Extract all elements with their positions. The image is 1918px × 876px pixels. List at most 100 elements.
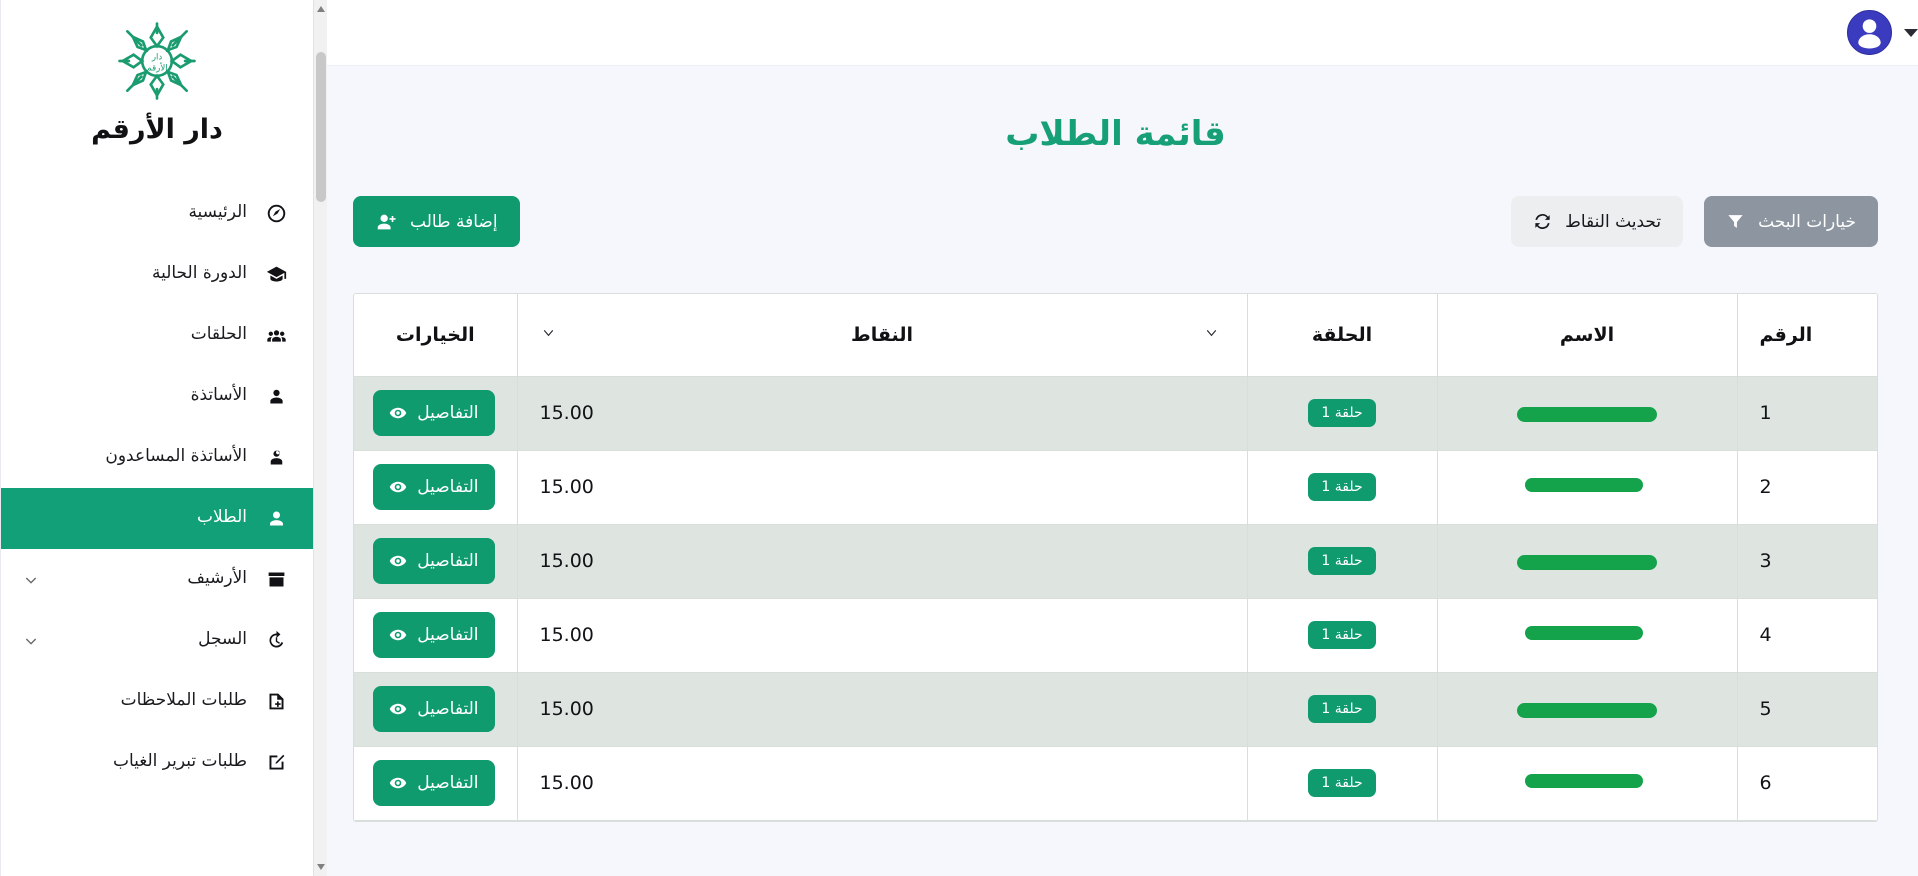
user-icon bbox=[265, 508, 287, 530]
sidebar-item-note-requests[interactable]: طلبات الملاحظات bbox=[1, 671, 313, 732]
graduation-cap-icon bbox=[265, 264, 287, 286]
details-button[interactable]: التفاصيل bbox=[373, 390, 495, 436]
sidebar-item-label: الطلاب bbox=[197, 506, 247, 527]
cell-name: ███████ bbox=[1436, 450, 1737, 525]
students-table: الرقم الاسم الحلقة النقاط bbox=[354, 294, 1877, 821]
topbar bbox=[313, 0, 1918, 66]
sidebar-nav: الرئيسية الدورة الحالية الحلقات الأساتذة bbox=[1, 183, 313, 793]
cell-number: 2 bbox=[1736, 450, 1877, 525]
cell-options: التفاصيل bbox=[354, 746, 517, 821]
user-tie-icon bbox=[265, 386, 287, 408]
status-badge: حلقة 1 bbox=[1308, 547, 1376, 575]
sort-points-desc-icon[interactable] bbox=[1203, 324, 1225, 346]
cell-number: 3 bbox=[1736, 524, 1877, 599]
details-label: التفاصيل bbox=[417, 403, 479, 423]
sidebar-item-log[interactable]: السجل bbox=[1, 610, 313, 671]
vertical-scrollbar[interactable] bbox=[313, 0, 327, 876]
column-header-points: النقاط bbox=[516, 294, 1247, 377]
sidebar-item-dashboard[interactable]: الرئيسية bbox=[1, 183, 313, 244]
redacted-student-name: ███████ bbox=[1517, 472, 1657, 502]
cell-points: 15.00 bbox=[516, 598, 1247, 673]
chevron-down-icon[interactable] bbox=[23, 572, 39, 588]
pencil-square-icon bbox=[265, 752, 287, 774]
sidebar-item-absence-justification-requests[interactable]: طلبات تبرير الغياب bbox=[1, 732, 313, 793]
page-title: قائمة الطلاب bbox=[1005, 114, 1226, 154]
cell-halqa: حلقة 1 bbox=[1246, 450, 1437, 525]
note-add-icon bbox=[265, 691, 287, 713]
svg-text:الأرقم: الأرقم bbox=[146, 61, 167, 73]
sidebar-item-archive[interactable]: الأرشيف bbox=[1, 549, 313, 610]
cell-options: التفاصيل bbox=[354, 598, 517, 673]
table-row[interactable]: 4 ███████ حلقة 1 15.00 bbox=[354, 598, 1877, 673]
sidebar-item-current-course[interactable]: الدورة الحالية bbox=[1, 244, 313, 305]
sidebar-item-label: طلبات تبرير الغياب bbox=[112, 750, 247, 771]
cell-halqa: حلقة 1 bbox=[1246, 524, 1437, 599]
sidebar-item-label: الدورة الحالية bbox=[151, 262, 247, 283]
sidebar-item-label: الحلقات bbox=[190, 323, 247, 344]
cell-options: التفاصيل bbox=[354, 450, 517, 525]
table-body: 1 ████████ حلقة 1 15.00 bbox=[354, 376, 1877, 821]
eye-icon bbox=[389, 629, 407, 641]
brand-logo: دار الأرقم bbox=[1, 18, 313, 104]
add-student-button[interactable]: إضافة طالب bbox=[353, 196, 520, 247]
scrollbar-thumb[interactable] bbox=[316, 52, 326, 202]
column-header-number: الرقم bbox=[1736, 294, 1877, 377]
details-button[interactable]: التفاصيل bbox=[373, 464, 495, 510]
details-button[interactable]: التفاصيل bbox=[373, 686, 495, 732]
user-plus-icon bbox=[377, 214, 396, 229]
cell-points: 15.00 bbox=[516, 524, 1247, 599]
cell-halqa: حلقة 1 bbox=[1246, 598, 1437, 673]
cell-options: التفاصيل bbox=[354, 672, 517, 747]
table-row[interactable]: 6 ███████ حلقة 1 15.00 bbox=[354, 746, 1877, 821]
sort-points-asc-icon[interactable] bbox=[540, 324, 562, 346]
sidebar-item-students[interactable]: الطلاب bbox=[1, 488, 313, 549]
caret-down-icon[interactable] bbox=[1904, 28, 1918, 37]
refresh-points-button[interactable]: تحديث النقاط bbox=[1511, 196, 1684, 247]
dashboard-icon bbox=[265, 203, 287, 225]
sidebar-item-assistant-teachers[interactable]: الأساتذة المساعدون bbox=[1, 427, 313, 488]
refresh-points-label: تحديث النقاط bbox=[1565, 211, 1662, 232]
sidebar-item-halaqat[interactable]: الحلقات bbox=[1, 305, 313, 366]
cell-name: ████████ bbox=[1436, 376, 1737, 451]
funnel-filter-icon bbox=[1728, 215, 1743, 228]
column-header-options: الخيارات bbox=[354, 294, 517, 377]
page-content: قائمة الطلاب خيارات البحث تحديث النقاط إ… bbox=[313, 66, 1918, 876]
details-label: التفاصيل bbox=[417, 477, 479, 497]
avatar[interactable] bbox=[1847, 10, 1892, 55]
details-button[interactable]: التفاصيل bbox=[373, 538, 495, 584]
brand-name: دار الأرقم bbox=[91, 114, 223, 145]
cell-points: 15.00 bbox=[516, 672, 1247, 747]
scroll-down-icon[interactable] bbox=[317, 864, 325, 870]
eye-icon bbox=[389, 481, 407, 493]
details-button[interactable]: التفاصيل bbox=[373, 612, 495, 658]
history-clock-icon bbox=[265, 630, 287, 652]
cell-halqa: حلقة 1 bbox=[1246, 746, 1437, 821]
column-header-name: الاسم bbox=[1436, 294, 1737, 377]
eye-icon bbox=[389, 555, 407, 567]
details-label: التفاصيل bbox=[417, 625, 479, 645]
table-header-row: الرقم الاسم الحلقة النقاط bbox=[354, 294, 1877, 377]
brand: دار الأرقم دار الأرقم bbox=[1, 0, 313, 151]
table-row[interactable]: 1 ████████ حلقة 1 15.00 bbox=[354, 376, 1877, 451]
details-label: التفاصيل bbox=[417, 699, 479, 719]
sidebar-item-label: الأساتذة bbox=[190, 384, 247, 405]
table-row[interactable]: 2 ███████ حلقة 1 15.00 bbox=[354, 450, 1877, 525]
status-badge: حلقة 1 bbox=[1308, 695, 1376, 723]
cell-number: 4 bbox=[1736, 598, 1877, 673]
scroll-up-icon[interactable] bbox=[317, 6, 325, 12]
sidebar-item-label: طلبات الملاحظات bbox=[120, 689, 247, 710]
user-menu[interactable] bbox=[1847, 10, 1918, 55]
students-table-card: الرقم الاسم الحلقة النقاط bbox=[353, 293, 1878, 822]
table-row[interactable]: 5 ████████ حلقة 1 15.00 bbox=[354, 672, 1877, 747]
details-button[interactable]: التفاصيل bbox=[373, 760, 495, 806]
sidebar-item-label: الرئيسية bbox=[188, 201, 247, 222]
cell-number: 5 bbox=[1736, 672, 1877, 747]
sidebar-item-teachers[interactable]: الأساتذة bbox=[1, 366, 313, 427]
details-label: التفاصيل bbox=[417, 551, 479, 571]
redacted-student-name: ████████ bbox=[1517, 398, 1657, 428]
table-row[interactable]: 3 ████████ حلقة 1 15.00 bbox=[354, 524, 1877, 599]
cell-number: 1 bbox=[1736, 376, 1877, 451]
search-options-button[interactable]: خيارات البحث bbox=[1704, 196, 1878, 247]
chevron-down-icon[interactable] bbox=[23, 633, 39, 649]
cell-points: 15.00 bbox=[516, 450, 1247, 525]
